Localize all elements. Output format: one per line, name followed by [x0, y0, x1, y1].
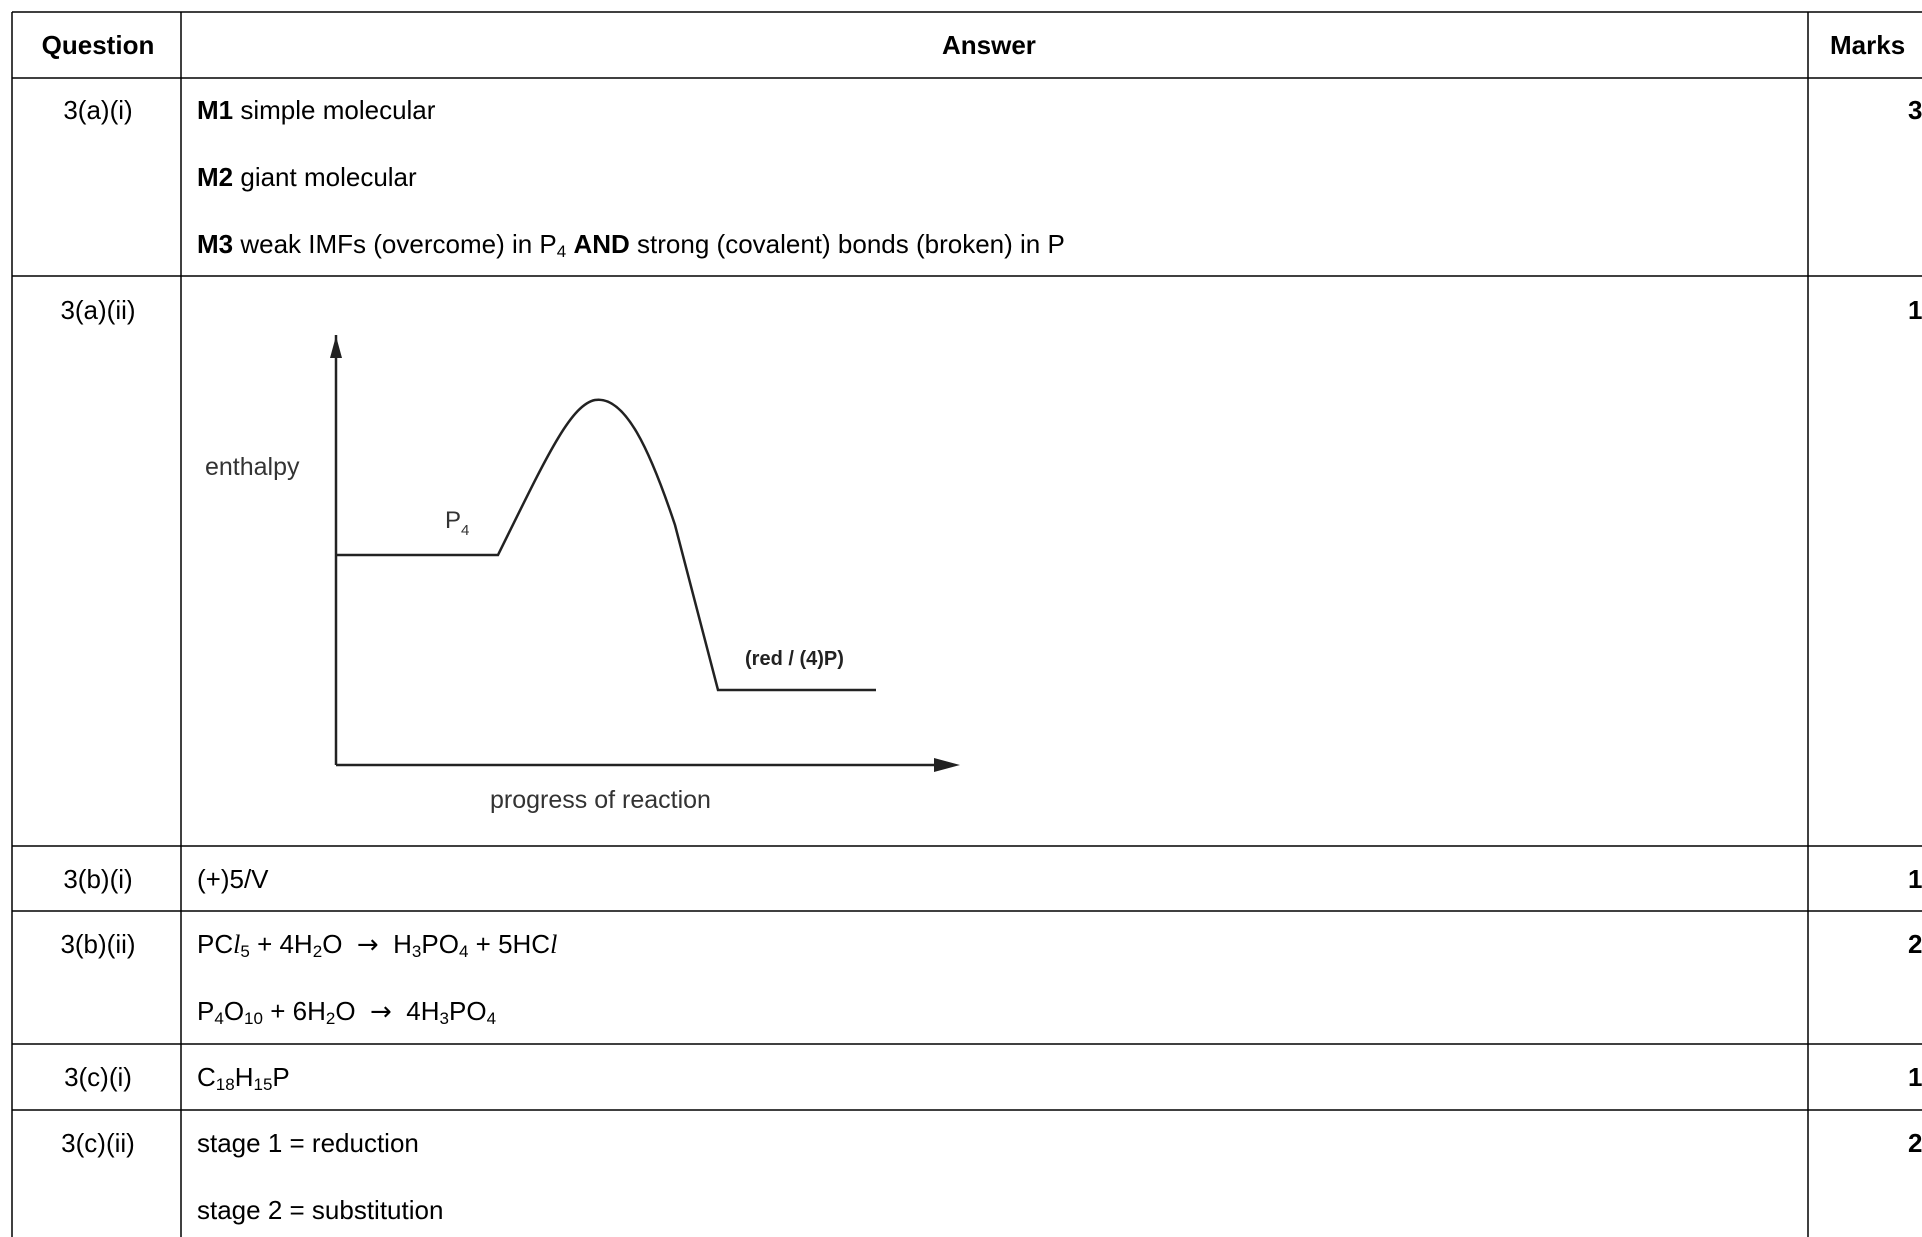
header-question: Question	[41, 30, 155, 60]
answer-line-stage-1: stage 1 = reduction	[197, 1128, 419, 1158]
question-number: 3(b)(ii)	[60, 929, 136, 959]
enthalpy-profile-diagram: enthalpy progress of reaction P4 (red / …	[205, 335, 960, 814]
question-number: 3(a)(i)	[63, 95, 133, 125]
mark-point-label: M3	[197, 229, 234, 259]
answer-text: strong (covalent) bonds (broken) in P	[637, 229, 1065, 259]
marks-value: 1	[1908, 1062, 1922, 1092]
question-number: 3(a)(ii)	[60, 295, 136, 325]
answer-line-m3: M3 weak IMFs (overcome) in P4 AND strong…	[197, 229, 1065, 261]
mark-point-label: M2	[197, 162, 234, 192]
answer-line-m1: M1 simple molecular	[197, 95, 435, 125]
y-axis-arrowhead	[330, 336, 342, 358]
equation-2: P4O10 + 6H2O → 4H3PO4	[197, 996, 497, 1028]
marks-value: 3	[1908, 95, 1922, 125]
y-axis-label: enthalpy	[205, 453, 300, 481]
x-axis-label: progress of reaction	[490, 786, 711, 814]
product-label: (red / (4)P)	[745, 648, 844, 670]
answer-line-stage-2: stage 2 = substitution	[197, 1195, 444, 1225]
reaction-arrow: →	[370, 997, 392, 1027]
mark-point-label: M1	[197, 95, 234, 125]
marks-value: 1	[1908, 864, 1922, 894]
answer-text: weak IMFs (overcome) in P	[240, 229, 557, 259]
header-answer: Answer	[942, 30, 1036, 60]
molecular-formula: C18H15P	[197, 1062, 290, 1094]
energy-curve	[336, 398, 876, 692]
equation-1: PCl5 + 4H2O → H3PO4 + 5HCl	[197, 929, 558, 961]
question-number: 3(c)(i)	[64, 1062, 132, 1092]
question-number: 3(c)(ii)	[61, 1128, 135, 1158]
marks-value: 2	[1908, 929, 1922, 959]
header-marks: Marks	[1830, 30, 1906, 60]
marks-value: 2	[1908, 1128, 1922, 1158]
and-keyword: AND	[573, 229, 630, 259]
answer-text: (+)5/V	[197, 864, 269, 894]
question-number: 3(b)(i)	[63, 864, 133, 894]
answer-text: simple molecular	[240, 95, 436, 125]
answer-text: giant molecular	[240, 162, 417, 192]
x-axis-arrowhead	[934, 758, 960, 772]
reaction-arrow: →	[356, 930, 379, 960]
reactant-label: P4	[445, 507, 469, 539]
marks-value: 1	[1908, 295, 1922, 325]
answer-line-m2: M2 giant molecular	[197, 162, 417, 192]
subscript: 4	[556, 242, 567, 261]
